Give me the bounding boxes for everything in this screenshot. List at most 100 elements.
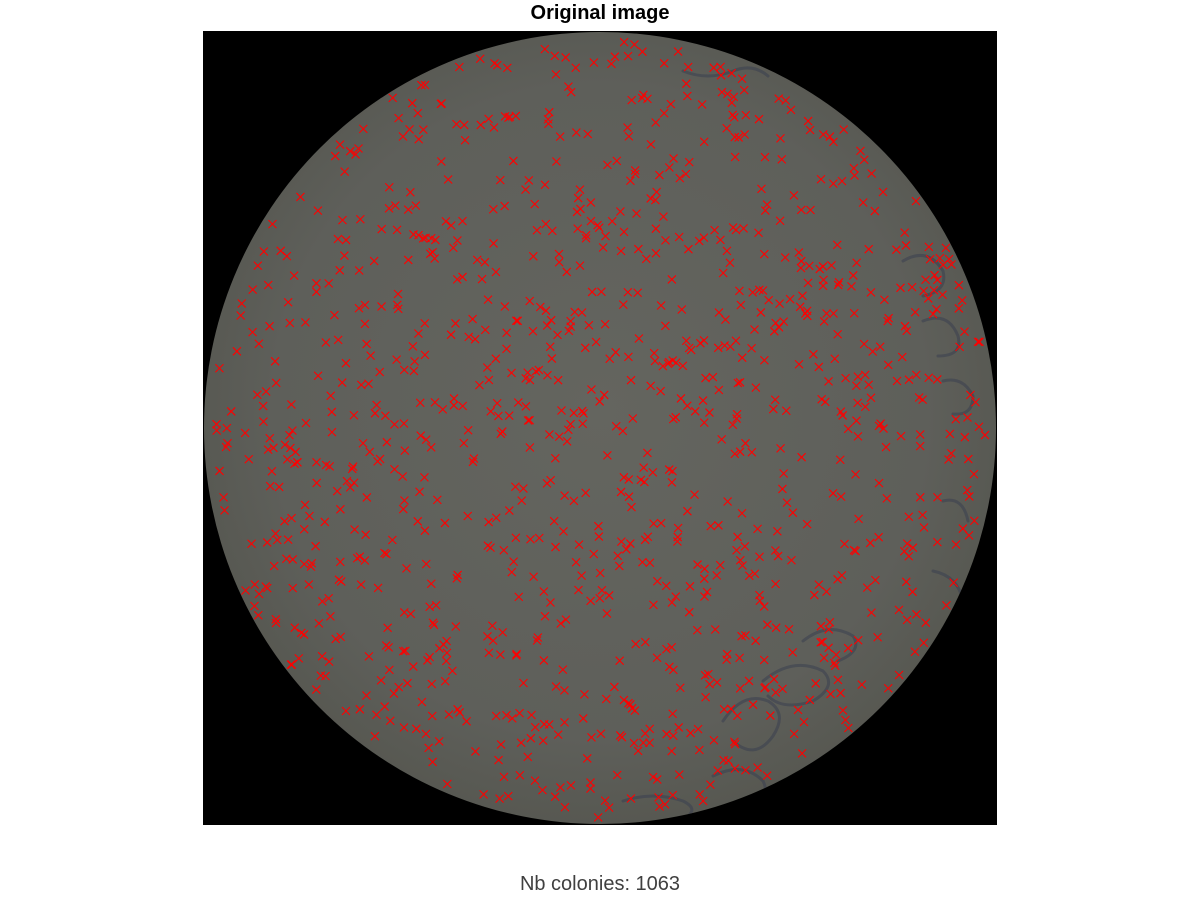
colony-marker: [789, 190, 799, 200]
colony-marker: [681, 169, 691, 179]
colony-marker: [495, 794, 504, 804]
colony-marker: [769, 674, 779, 684]
colony-marker: [938, 260, 948, 270]
colony-marker: [656, 386, 666, 396]
handwriting-stroke: [941, 378, 975, 416]
colony-marker: [476, 120, 486, 130]
colony-marker: [399, 365, 409, 375]
colony-marker: [732, 409, 742, 419]
colony-marker: [342, 476, 352, 486]
colony-marker: [951, 540, 961, 549]
colony-marker: [595, 397, 605, 406]
colony-marker: [468, 457, 478, 467]
colony-marker: [290, 623, 300, 633]
colony-marker: [706, 780, 715, 789]
colony-marker: [425, 602, 435, 612]
colony-marker: [287, 400, 296, 409]
colony-marker: [963, 454, 973, 464]
colony-marker: [673, 523, 683, 533]
colony-marker: [756, 308, 766, 317]
colony-marker: [250, 580, 260, 589]
colony-marker: [372, 710, 381, 720]
colony-marker: [826, 689, 835, 699]
colony-marker: [730, 764, 740, 773]
colony-marker: [728, 110, 738, 120]
colony-marker: [312, 287, 321, 297]
colony-marker: [291, 447, 300, 457]
colony-marker: [267, 466, 277, 476]
colony-marker: [616, 246, 626, 256]
colony-marker: [819, 316, 829, 326]
colony-marker: [283, 297, 293, 307]
colony-marker: [695, 338, 705, 348]
colony-marker: [668, 665, 678, 675]
colony-marker: [434, 736, 444, 746]
colony-marker: [902, 615, 912, 625]
colony-marker: [618, 426, 628, 436]
colony-marker: [566, 419, 575, 429]
colony-marker: [325, 462, 335, 471]
colony-marker: [806, 205, 815, 215]
colony-marker: [509, 557, 519, 566]
colony-marker: [825, 132, 835, 141]
colony-marker: [919, 638, 929, 648]
colony-marker: [406, 609, 416, 619]
colony-marker: [472, 255, 482, 265]
colony-marker: [651, 224, 661, 234]
colony-marker: [354, 303, 364, 313]
colony-marker: [935, 253, 945, 263]
colony-marker: [384, 665, 394, 675]
colony-marker: [627, 502, 636, 512]
colony-marker: [729, 92, 739, 102]
colony-marker: [525, 415, 534, 425]
colony-marker: [562, 267, 572, 277]
colony-marker: [326, 391, 336, 401]
colony-marker: [646, 194, 656, 203]
colony-marker: [290, 459, 299, 469]
colony-marker: [631, 639, 641, 649]
colony-marker: [390, 201, 400, 211]
colony-marker: [482, 363, 492, 372]
colony-marker: [735, 653, 744, 663]
colony-marker: [305, 511, 314, 521]
colony-marker: [578, 714, 588, 723]
colony-marker: [441, 217, 451, 226]
colony-marker: [615, 656, 625, 666]
colony-marker: [750, 569, 760, 579]
colony-marker: [616, 207, 625, 216]
colony-marker: [232, 346, 242, 356]
colony-marker: [910, 647, 920, 657]
colony-marker: [739, 85, 749, 95]
colony-marker: [610, 682, 619, 692]
colony-marker: [458, 216, 467, 226]
colony-marker: [618, 300, 628, 310]
colony-marker: [829, 658, 839, 668]
colony-marker: [376, 676, 386, 685]
colony-marker: [534, 365, 544, 375]
colony-marker: [373, 456, 383, 466]
colony-marker: [409, 366, 419, 376]
colony-marker: [483, 295, 493, 305]
colony-marker: [582, 754, 592, 763]
colony-marker: [600, 319, 610, 329]
colony-marker: [502, 344, 511, 354]
colony-marker: [830, 354, 840, 364]
colony-marker: [735, 377, 745, 387]
colony-marker: [299, 559, 309, 569]
colony-marker: [699, 418, 709, 427]
colony-marker: [561, 615, 571, 624]
colony-marker: [944, 455, 953, 464]
colony-marker: [312, 478, 322, 488]
colony-marker: [355, 704, 365, 714]
colony-marker: [212, 419, 221, 429]
colony-marker: [574, 540, 584, 550]
colony-marker: [330, 310, 339, 320]
colony-marker: [805, 125, 815, 135]
colony-marker: [475, 380, 484, 390]
colony-marker: [280, 440, 290, 450]
colony-marker: [623, 51, 633, 61]
colony-marker: [327, 427, 337, 437]
colony-marker: [664, 662, 674, 672]
colony-marker: [553, 330, 562, 340]
colony-marker: [280, 516, 289, 526]
